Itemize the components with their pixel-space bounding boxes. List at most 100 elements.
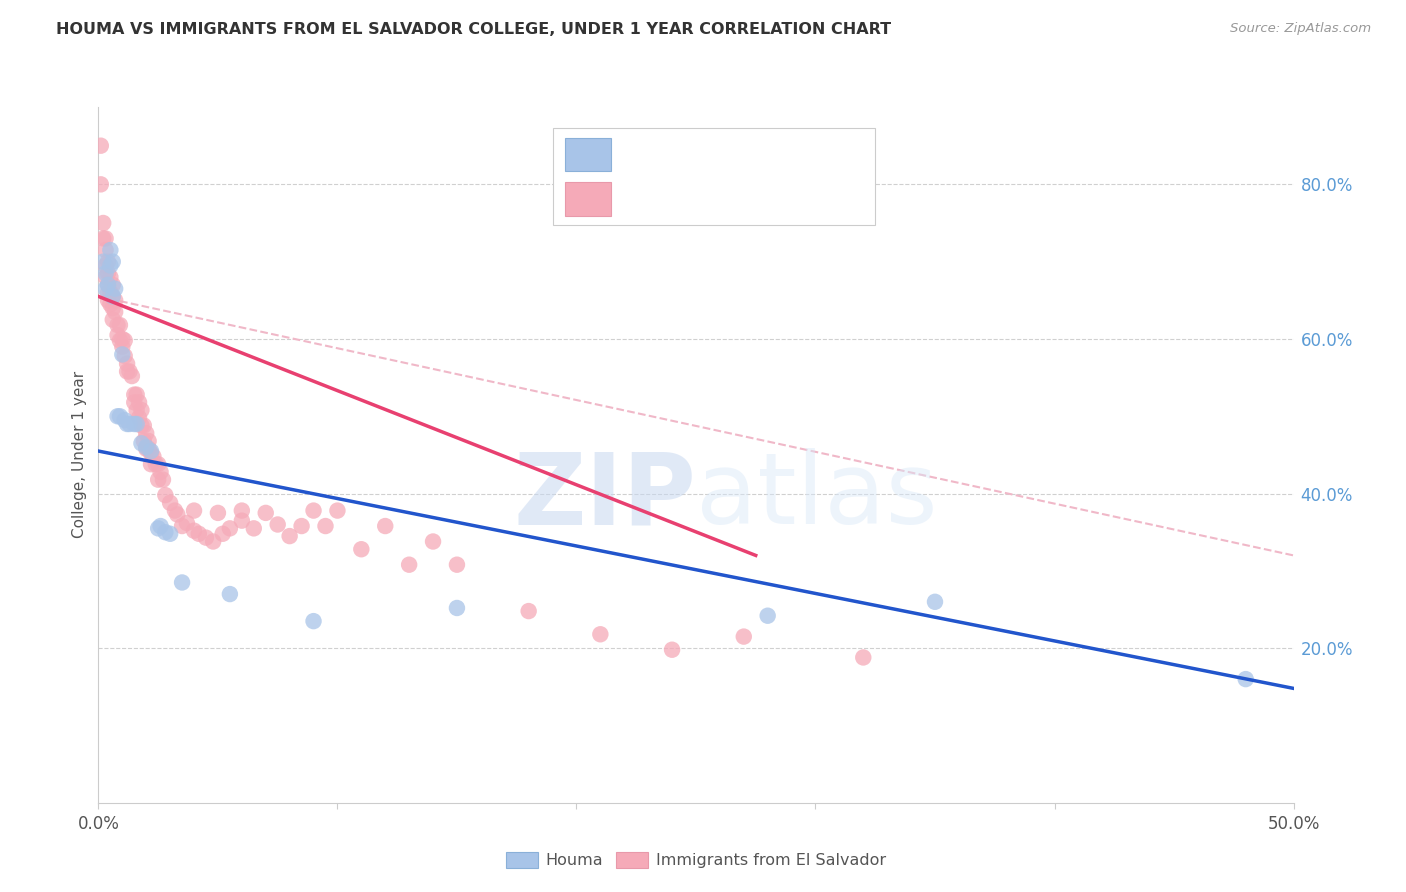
Point [131, 436, 153, 450]
Point [219, 521, 242, 535]
Point [97, 277, 120, 292]
Point [111, 347, 134, 361]
Point [101, 312, 124, 326]
Legend: Houma, Immigrants from El Salvador: Houma, Immigrants from El Salvador [499, 846, 893, 875]
Point [852, 650, 875, 665]
Point [374, 519, 396, 533]
Text: Source: ZipAtlas.com: Source: ZipAtlas.com [1230, 22, 1371, 36]
Point [166, 508, 188, 522]
Point [159, 496, 181, 510]
Point [183, 503, 205, 517]
Point [172, 519, 194, 533]
Point [125, 403, 148, 417]
Point [219, 587, 242, 601]
Point [139, 457, 162, 471]
Point [194, 531, 218, 545]
Point [135, 440, 157, 454]
Point [756, 608, 779, 623]
Point [97, 266, 120, 280]
Point [155, 525, 177, 540]
Point [98, 243, 122, 257]
Point [517, 604, 540, 618]
Point [101, 289, 124, 303]
Point [104, 305, 127, 319]
Text: atlas: atlas [696, 448, 938, 545]
Point [98, 285, 122, 300]
Point [139, 446, 162, 460]
Point [159, 526, 181, 541]
Point [589, 627, 612, 641]
Point [350, 542, 373, 557]
Point [90, 138, 112, 153]
Point [172, 575, 194, 590]
Point [243, 521, 266, 535]
Point [398, 558, 420, 572]
Point [149, 519, 172, 533]
Point [254, 506, 277, 520]
Point [924, 595, 946, 609]
Point [131, 403, 153, 417]
Point [661, 642, 683, 657]
Point [139, 444, 162, 458]
Text: HOUMA VS IMMIGRANTS FROM EL SALVADOR COLLEGE, UNDER 1 YEAR CORRELATION CHART: HOUMA VS IMMIGRANTS FROM EL SALVADOR COL… [56, 22, 891, 37]
Point [138, 434, 160, 448]
Point [104, 282, 127, 296]
Point [91, 231, 114, 245]
Point [108, 318, 131, 332]
Point [446, 558, 468, 572]
Point [138, 442, 160, 456]
Point [101, 254, 124, 268]
Point [124, 387, 146, 401]
Point [148, 457, 170, 471]
Point [94, 282, 117, 296]
Point [148, 521, 170, 535]
Point [97, 293, 120, 308]
Point [267, 517, 290, 532]
Point [101, 277, 124, 292]
Point [231, 514, 253, 528]
Point [124, 395, 146, 409]
Point [107, 409, 129, 424]
Point [115, 417, 138, 431]
Point [302, 503, 325, 517]
Point [128, 395, 150, 409]
Point [131, 418, 153, 433]
Point [446, 601, 468, 615]
Point [101, 289, 124, 303]
Point [108, 334, 131, 348]
Point [90, 178, 112, 192]
Point [231, 503, 253, 517]
Point [315, 519, 337, 533]
Point [125, 417, 148, 431]
Point [98, 297, 122, 311]
Point [1234, 672, 1257, 686]
Point [128, 410, 150, 425]
Point [207, 506, 229, 520]
Point [733, 630, 755, 644]
Point [326, 503, 349, 517]
Point [202, 534, 225, 549]
Point [124, 417, 146, 431]
Point [422, 534, 444, 549]
Point [98, 259, 122, 273]
Point [163, 503, 186, 517]
Point [94, 243, 117, 257]
Point [114, 413, 136, 427]
Point [94, 270, 117, 285]
Point [94, 266, 117, 280]
Point [107, 328, 129, 343]
Point [125, 387, 148, 401]
Point [115, 357, 138, 371]
Point [97, 285, 120, 300]
Point [211, 526, 233, 541]
Point [278, 529, 301, 543]
Point [187, 526, 209, 541]
Point [148, 473, 170, 487]
Point [104, 293, 127, 308]
Point [132, 418, 155, 433]
Point [302, 614, 325, 628]
Point [91, 254, 114, 268]
Point [91, 216, 114, 230]
Y-axis label: College, Under 1 year: College, Under 1 year [72, 371, 87, 539]
Point [291, 519, 314, 533]
